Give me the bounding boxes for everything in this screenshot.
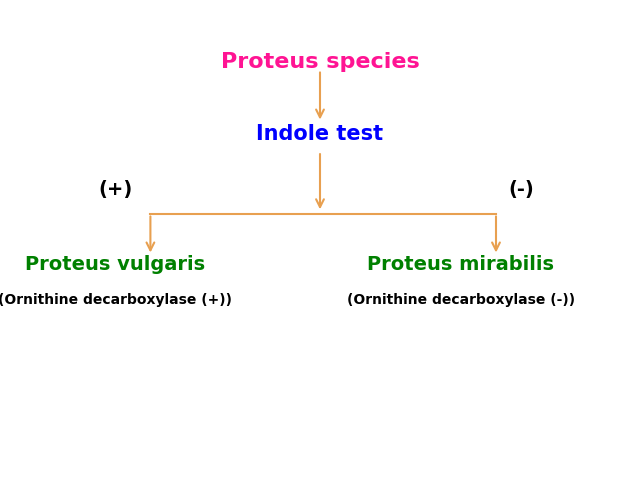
Text: (Ornithine decarboxylase (+)): (Ornithine decarboxylase (+)) <box>0 293 232 307</box>
Text: Proteus species: Proteus species <box>221 52 419 72</box>
Text: Indole test: Indole test <box>257 124 383 144</box>
Text: Proteus vulgaris: Proteus vulgaris <box>25 254 205 274</box>
Text: (-): (-) <box>509 180 534 199</box>
Text: (Ornithine decarboxylase (-)): (Ornithine decarboxylase (-)) <box>347 293 575 307</box>
Text: (+): (+) <box>98 180 132 199</box>
Text: Proteus mirabilis: Proteus mirabilis <box>367 254 554 274</box>
